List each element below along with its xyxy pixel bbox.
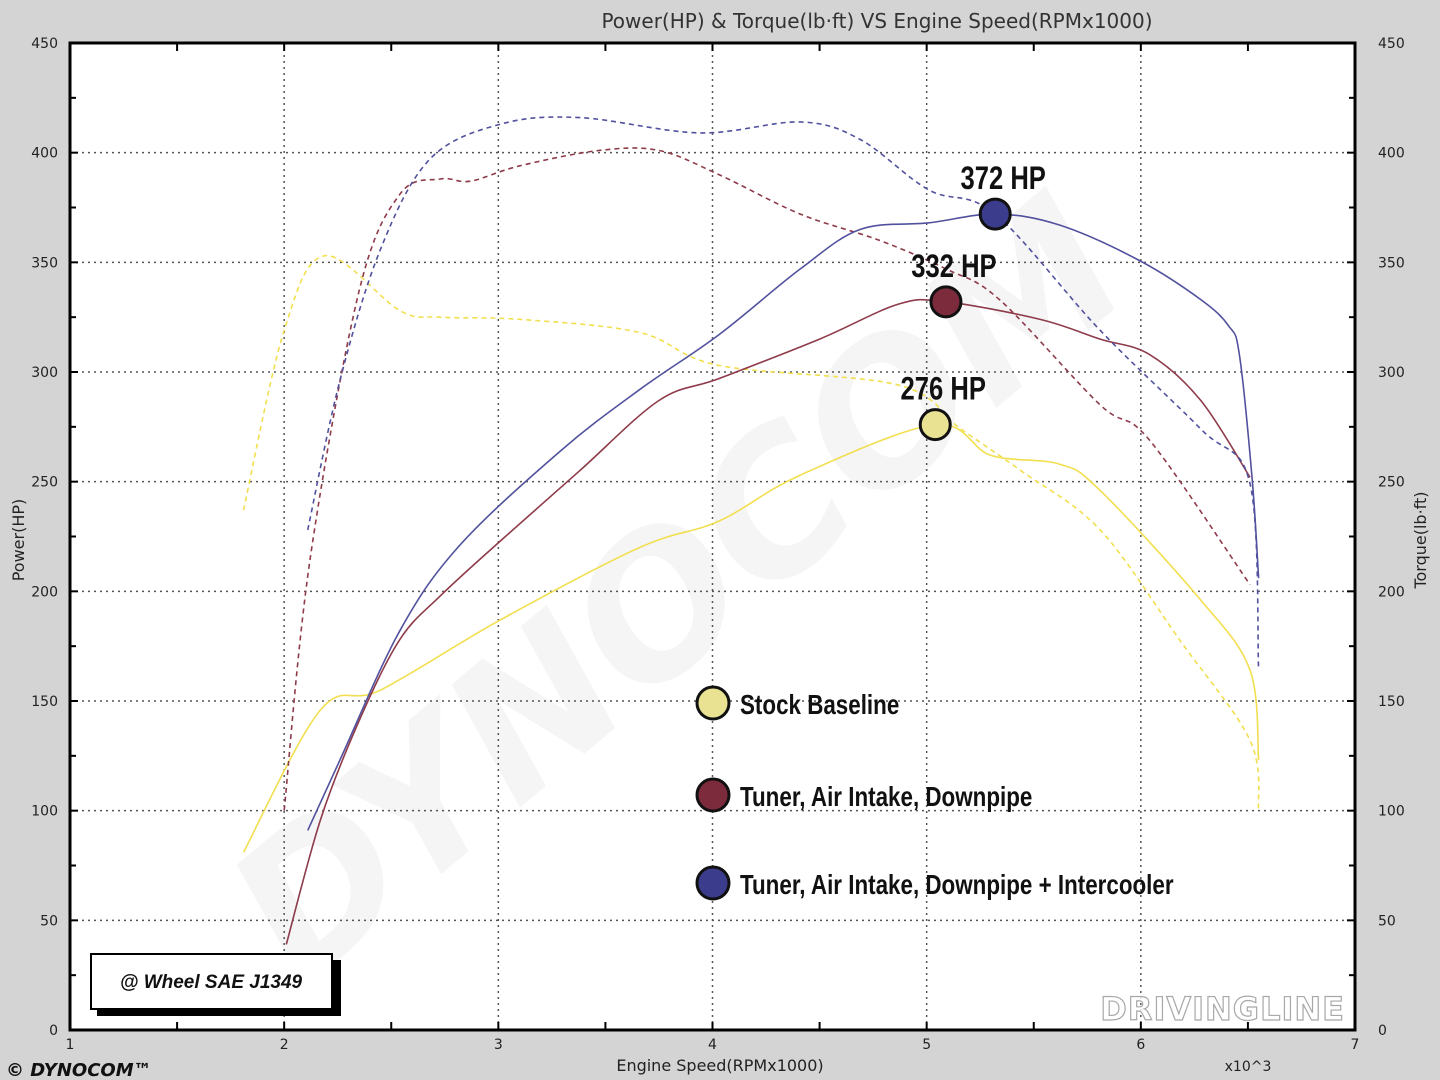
y-tick-label-right: 250 [1378,475,1405,491]
x-tick-label: 7 [1351,1037,1360,1053]
peak-marker [978,197,1012,231]
y-tick-label-right: 300 [1378,365,1405,381]
x-tick-label: 6 [1136,1037,1145,1053]
y-tick-label-left: 250 [31,475,58,491]
x-tick-label: 3 [494,1037,503,1053]
annotation-text: @ Wheel SAE J1349 [120,972,303,993]
legend: Stock Baseline Tuner, Air Intake, Downpip… [695,685,1174,901]
legend-label: Tuner, Air Intake, Downpipe + Intercoole… [740,870,1174,901]
x-tick-label: 1 [66,1037,75,1053]
series-power-line [242,423,1260,853]
series-torque-line [283,147,1251,811]
x-multiplier-label: x10^3 [1225,1059,1272,1075]
series-lines [242,116,1260,945]
x-tick-label: 5 [922,1037,931,1053]
y-tick-label-right: 400 [1378,146,1405,162]
y-axis-right-title: Torque(lb·ft) [1411,491,1430,589]
y-tick-label-left: 300 [31,365,58,381]
series-torque-line [306,116,1260,671]
x-tick-label: 2 [280,1037,289,1053]
series-torque-line [242,254,1260,811]
y-axis-left-title: Power(HP) [9,499,28,582]
peak-marker [918,408,952,442]
peak-markers: 276 HP 332 HP 372 HP [901,161,1046,442]
y-tick-label-left: 350 [31,255,58,271]
legend-marker [695,865,731,901]
y-tick-label-right: 100 [1378,804,1405,820]
peak-marker [929,285,963,319]
plot-border [68,41,1357,1032]
y-tick-label-left: 450 [31,36,58,52]
y-tick-label-left: 0 [49,1023,58,1039]
y-tick-label-left: 100 [31,804,58,820]
legend-label: Stock Baseline [740,690,899,721]
y-tick-label-left: 200 [31,584,58,600]
y-tick-label-right: 350 [1378,255,1405,271]
legend-label: Tuner, Air Intake, Downpipe [740,782,1032,813]
y-tick-label-right: 50 [1378,913,1396,929]
legend-marker [695,685,731,721]
y-tick-label-left: 400 [31,146,58,162]
series-power-line [306,213,1260,831]
chart-title: Power(HP) & Torque(lb·ft) VS Engine Spee… [601,9,1152,33]
peak-label: 332 HP [911,249,996,284]
tick-labels: 0 0 50 50 100 100 150 150 200 200 250 250 300 300 350 3… [31,36,1404,1053]
peak-label: 276 HP [901,372,986,407]
y-tick-label-right: 0 [1378,1023,1387,1039]
y-tick-label-right: 150 [1378,694,1405,710]
annotation-box: @ Wheel SAE J1349 [90,953,341,1016]
dynocom-logo: © DYNOCOM™ [6,1060,152,1080]
peak-label: 372 HP [961,161,1046,196]
x-axis-title: Engine Speed(RPMx1000) [616,1056,823,1075]
series-power-line [285,298,1251,945]
drivingline-logo: DRIVINGLINE [1100,990,1345,1028]
legend-marker [695,777,731,813]
y-tick-label-left: 50 [40,913,58,929]
y-tick-label-left: 150 [31,694,58,710]
x-tick-label: 4 [708,1037,717,1053]
y-tick-label-right: 200 [1378,584,1405,600]
y-tick-label-right: 450 [1378,36,1405,52]
